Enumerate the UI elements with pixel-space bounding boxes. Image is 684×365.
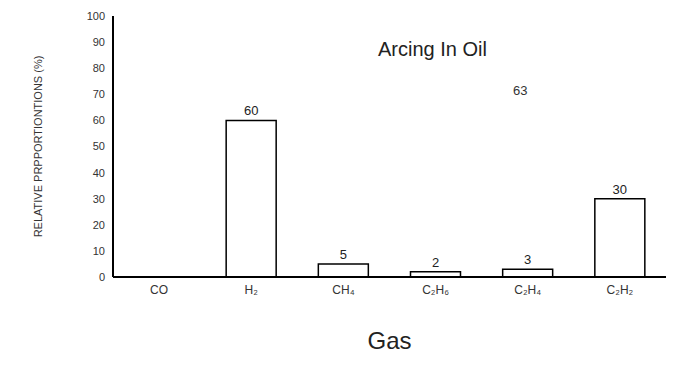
svg-text:CH₄: CH₄	[332, 283, 354, 297]
svg-text:60: 60	[93, 114, 105, 126]
svg-text:40: 40	[93, 167, 105, 179]
svg-text:20: 20	[93, 219, 105, 231]
svg-text:Gas: Gas	[367, 327, 411, 354]
svg-text:3: 3	[524, 252, 531, 267]
svg-text:C₂H₂: C₂H₂	[607, 283, 634, 297]
svg-text:60: 60	[244, 103, 258, 118]
svg-text:H₂: H₂	[245, 283, 259, 297]
svg-text:RELATIVE PRPPORTIONTIONS (%): RELATIVE PRPPORTIONTIONS (%)	[32, 56, 44, 238]
svg-text:80: 80	[93, 62, 105, 74]
html-text:Arcing In Oil: Arcing In Oil	[378, 38, 487, 60]
svg-text:C₂H₆: C₂H₆	[422, 283, 449, 297]
svg-text:0: 0	[99, 271, 105, 283]
svg-text:2: 2	[432, 255, 439, 270]
svg-text:100: 100	[87, 10, 105, 22]
svg-text:30: 30	[93, 193, 105, 205]
svg-text:30: 30	[613, 182, 627, 197]
html-text:63: 63	[513, 83, 528, 98]
svg-text:90: 90	[93, 36, 105, 48]
svg-text:70: 70	[93, 88, 105, 100]
svg-text:C₂H₄: C₂H₄	[514, 283, 541, 297]
svg-text:CO: CO	[150, 283, 168, 297]
svg-text:10: 10	[93, 245, 105, 257]
svg-text:5: 5	[340, 247, 347, 262]
svg-text:50: 50	[93, 140, 105, 152]
